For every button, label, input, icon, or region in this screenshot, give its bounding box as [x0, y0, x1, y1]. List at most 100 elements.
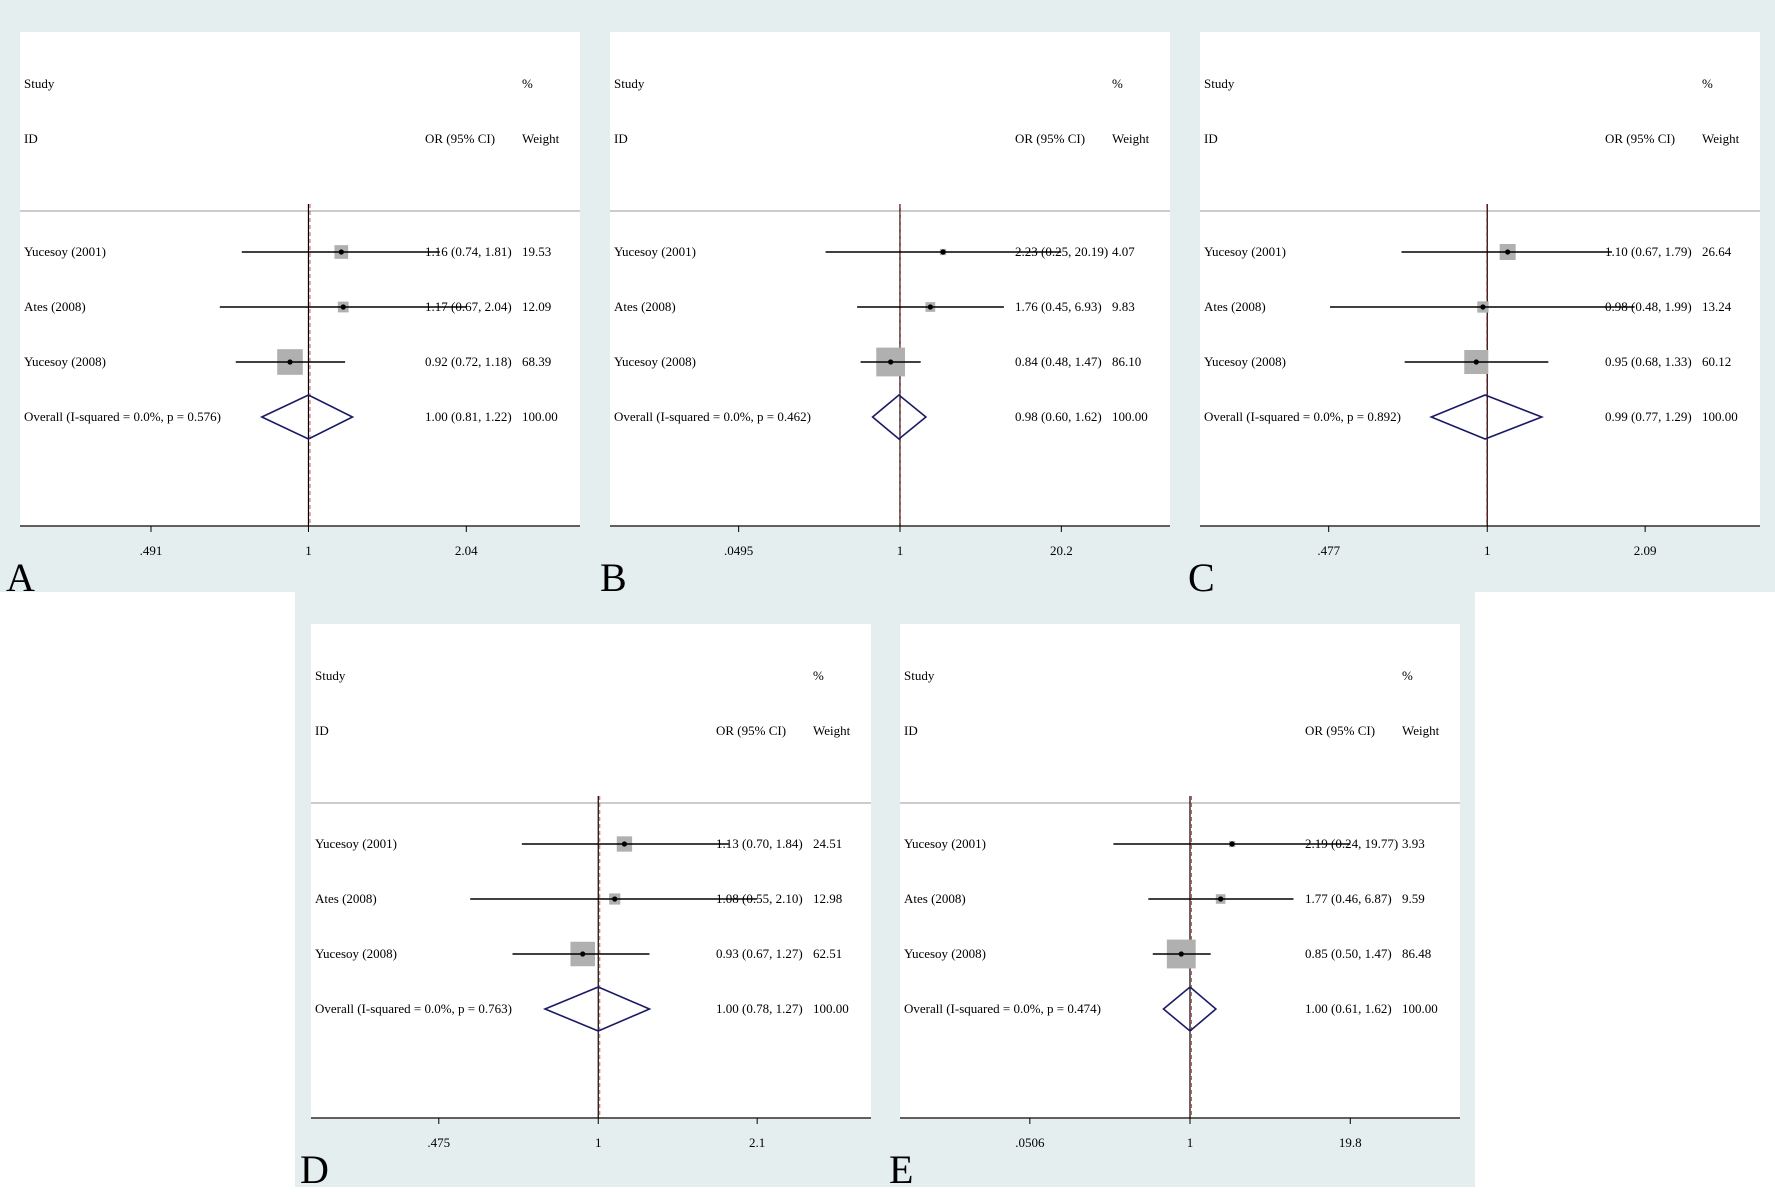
study-label: Yucesoy (2008) — [614, 354, 696, 369]
overall-diamond — [1162, 985, 1218, 1033]
study-label: Yucesoy (2001) — [1204, 244, 1286, 259]
study-weight: 60.12 — [1702, 354, 1731, 369]
header-id: ID — [614, 131, 628, 146]
forest-plot-b: Study ID% OR (95% CI) Weight .0495 1 20.2 Yuces… — [610, 76, 1170, 558]
header-percent: % — [1112, 76, 1123, 91]
study-point — [1178, 951, 1184, 957]
header-or-ci: OR (95% CI) — [716, 723, 786, 738]
x-tick-label: 1 — [897, 543, 904, 558]
overall-or-ci: 1.00 (0.61, 1.62) — [1305, 1001, 1392, 1016]
study-weight: 12.98 — [813, 891, 842, 906]
header-or-ci: OR (95% CI) — [425, 131, 495, 146]
study-weight: 12.09 — [522, 299, 551, 314]
panel-plot-b: Study ID% OR (95% CI) Weight .0495 1 20.2 Yuces… — [610, 32, 1170, 558]
x-tick-label: 2.04 — [455, 543, 478, 558]
x-tick-label: .0495 — [724, 543, 753, 558]
panel-plot-e: Study ID% OR (95% CI) Weight .0506 1 19.8 Yuces… — [900, 624, 1460, 1150]
overall-diamond — [259, 394, 355, 440]
study-point — [1480, 304, 1486, 310]
header-weight: Weight — [1112, 131, 1150, 146]
study-label: Yucesoy (2001) — [614, 244, 696, 259]
study-label: Ates (2008) — [614, 299, 676, 314]
study-or-ci: 0.85 (0.50, 1.47) — [1305, 946, 1392, 961]
study-point — [340, 304, 346, 310]
study-weight: 68.39 — [522, 354, 551, 369]
header-id: ID — [315, 723, 329, 738]
study-weight: 86.10 — [1112, 354, 1141, 369]
header-weight: Weight — [1702, 131, 1740, 146]
overall-diamond — [542, 986, 652, 1032]
overall-or-ci: 1.00 (0.78, 1.27) — [716, 1001, 803, 1016]
study-weight: 24.51 — [813, 836, 842, 851]
study-label: Ates (2008) — [904, 891, 966, 906]
x-tick-label: .0506 — [1015, 1135, 1045, 1150]
overall-label: Overall (I-squared = 0.0%, p = 0.576) — [24, 409, 221, 424]
study-or-ci: 2.23 (0.25, 20.19) — [1015, 244, 1108, 259]
study-label: Yucesoy (2008) — [1204, 354, 1286, 369]
panel-plot-c: Study ID% OR (95% CI) Weight .477 1 2.09 Yuceso… — [1200, 32, 1760, 558]
study-point — [1505, 249, 1511, 255]
study-weight: 26.64 — [1702, 244, 1732, 259]
x-tick-label: .475 — [427, 1135, 450, 1150]
header-study: Study — [614, 76, 645, 91]
study-or-ci: 0.92 (0.72, 1.18) — [425, 354, 512, 369]
overall-diamond — [871, 393, 928, 441]
header-study: Study — [1204, 76, 1235, 91]
overall-or-ci: 0.98 (0.60, 1.62) — [1015, 409, 1102, 424]
panel-label-d: D — [300, 1147, 329, 1192]
study-or-ci: 1.08 (0.55, 2.10) — [716, 891, 803, 906]
study-or-ci: 1.77 (0.46, 6.87) — [1305, 891, 1392, 906]
study-or-ci: 0.95 (0.68, 1.33) — [1605, 354, 1692, 369]
header-id: ID — [1204, 131, 1218, 146]
overall-weight: 100.00 — [522, 409, 558, 424]
study-label: Ates (2008) — [24, 299, 86, 314]
study-or-ci: 0.84 (0.48, 1.47) — [1015, 354, 1102, 369]
study-point — [888, 359, 894, 365]
header-study: Study — [315, 668, 346, 683]
study-label: Ates (2008) — [315, 891, 377, 906]
study-weight: 13.24 — [1702, 299, 1732, 314]
study-or-ci: 1.10 (0.67, 1.79) — [1605, 244, 1692, 259]
study-point — [580, 951, 586, 957]
study-or-ci: 1.16 (0.74, 1.81) — [425, 244, 512, 259]
header-or-ci: OR (95% CI) — [1015, 131, 1085, 146]
overall-label: Overall (I-squared = 0.0%, p = 0.763) — [315, 1001, 512, 1016]
overall-label: Overall (I-squared = 0.0%, p = 0.892) — [1204, 409, 1401, 424]
panel-label-a: A — [6, 555, 35, 600]
forest-plot-c: Study ID% OR (95% CI) Weight .477 1 2.09 Yuceso… — [1200, 76, 1760, 558]
forest-plot-e: Study ID% OR (95% CI) Weight .0506 1 19.8 Yuces… — [900, 668, 1460, 1150]
overall-label: Overall (I-squared = 0.0%, p = 0.474) — [904, 1001, 1101, 1016]
overall-or-ci: 1.00 (0.81, 1.22) — [425, 409, 512, 424]
study-weight: 86.48 — [1402, 946, 1431, 961]
study-label: Yucesoy (2008) — [24, 354, 106, 369]
study-or-ci: 0.93 (0.67, 1.27) — [716, 946, 803, 961]
study-or-ci: 1.76 (0.45, 6.93) — [1015, 299, 1102, 314]
study-weight: 62.51 — [813, 946, 842, 961]
study-point — [1473, 359, 1479, 365]
study-point — [940, 249, 946, 255]
study-or-ci: 2.19 (0.24, 19.77) — [1305, 836, 1398, 851]
header-or-ci: OR (95% CI) — [1605, 131, 1675, 146]
study-point — [621, 841, 628, 847]
study-point — [1229, 841, 1235, 847]
header-or-ci: OR (95% CI) — [1305, 723, 1375, 738]
header-study: Study — [904, 668, 935, 683]
x-tick-label: 1 — [305, 543, 312, 558]
overall-diamond — [1429, 394, 1545, 440]
x-tick-label: 20.2 — [1050, 543, 1073, 558]
header-id: ID — [904, 723, 918, 738]
panel-plot-a: Study ID% OR (95% CI) Weight .491 1 2.04 Yuceso… — [20, 32, 580, 558]
header-weight: Weight — [522, 131, 560, 146]
x-tick-label: 2.1 — [749, 1135, 765, 1150]
study-label: Yucesoy (2008) — [904, 946, 986, 961]
panel-label-e: E — [889, 1147, 914, 1192]
x-tick-label: 19.8 — [1339, 1135, 1362, 1150]
x-tick-label: .491 — [140, 543, 163, 558]
x-tick-label: 1 — [1187, 1135, 1194, 1150]
overall-weight: 100.00 — [1702, 409, 1738, 424]
panel-label-c: C — [1188, 555, 1215, 600]
header-percent: % — [813, 668, 824, 683]
study-weight: 3.93 — [1402, 836, 1425, 851]
study-point — [287, 359, 293, 365]
study-label: Yucesoy (2001) — [24, 244, 106, 259]
